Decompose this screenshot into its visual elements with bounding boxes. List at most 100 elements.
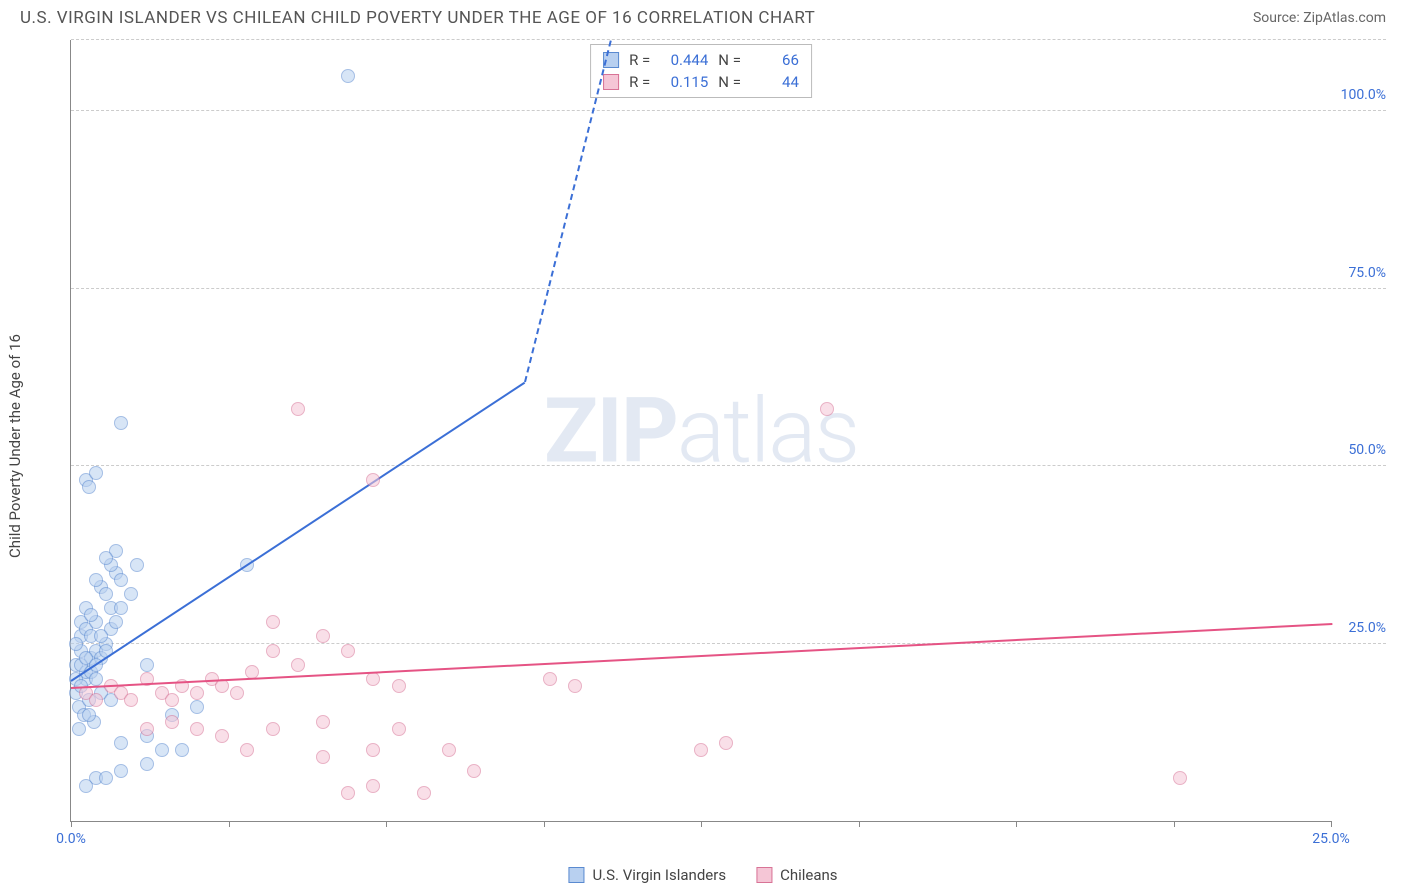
y-tick-label: 100.0%	[1336, 87, 1386, 103]
scatter-point-chile	[366, 672, 380, 686]
scatter-point-usvi	[140, 658, 154, 672]
gridline-h	[71, 39, 1386, 40]
trend-line-dash-usvi	[524, 41, 612, 383]
scatter-point-chile	[165, 715, 179, 729]
scatter-point-chile	[230, 686, 244, 700]
scatter-point-usvi	[89, 466, 103, 480]
scatter-point-usvi	[79, 779, 93, 793]
x-tick-label: 25.0%	[1312, 831, 1350, 847]
scatter-point-chile	[316, 629, 330, 643]
legend-swatch-chile	[603, 74, 619, 90]
x-tick	[1331, 821, 1332, 827]
y-tick-label: 25.0%	[1336, 620, 1386, 636]
x-tick	[229, 821, 230, 827]
scatter-point-chile	[366, 743, 380, 757]
y-tick-label: 50.0%	[1336, 442, 1386, 458]
scatter-point-usvi	[72, 722, 86, 736]
stats-R-value: 0.444	[660, 51, 708, 69]
source-name: ZipAtlas.com	[1303, 10, 1386, 26]
scatter-point-usvi	[124, 587, 138, 601]
scatter-point-chile	[417, 786, 431, 800]
scatter-point-chile	[366, 779, 380, 793]
x-tick	[386, 821, 387, 827]
scatter-point-usvi	[99, 771, 113, 785]
watermark: ZIPatlas	[544, 378, 858, 483]
scatter-point-usvi	[82, 708, 96, 722]
legend-swatch-chile	[756, 867, 772, 883]
footer-legend-item-usvi: U.S. Virgin Islanders	[568, 866, 726, 884]
scatter-point-usvi	[99, 587, 113, 601]
stats-R-label: R =	[629, 51, 650, 69]
stats-N-value: 44	[751, 73, 799, 91]
scatter-point-chile	[190, 722, 204, 736]
scatter-point-chile	[341, 644, 355, 658]
x-tick	[859, 821, 860, 827]
scatter-point-chile	[820, 402, 834, 416]
x-tick	[71, 821, 72, 827]
scatter-point-usvi	[114, 416, 128, 430]
scatter-point-chile	[392, 679, 406, 693]
legend-swatch-usvi	[568, 867, 584, 883]
source-label: Source: ZipAtlas.com	[1253, 10, 1386, 26]
scatter-point-usvi	[114, 573, 128, 587]
footer-legend-item-chile: Chileans	[756, 866, 837, 884]
scatter-point-usvi	[109, 615, 123, 629]
scatter-point-chile	[89, 693, 103, 707]
stats-row-chile: R = 0.115 N = 44	[603, 71, 799, 93]
y-axis-label: Child Poverty Under the Age of 16	[6, 334, 24, 558]
x-tick	[1016, 821, 1017, 827]
scatter-point-usvi	[155, 743, 169, 757]
footer-legend: U.S. Virgin Islanders Chileans	[568, 866, 837, 884]
scatter-point-chile	[392, 722, 406, 736]
watermark-light: atlas	[677, 378, 858, 483]
scatter-point-chile	[124, 693, 138, 707]
stats-N-label: N =	[718, 73, 741, 91]
stats-N-label: N =	[718, 51, 741, 69]
scatter-point-chile	[240, 743, 254, 757]
gridline-h	[71, 643, 1386, 644]
header-row: U.S. VIRGIN ISLANDER VS CHILEAN CHILD PO…	[0, 0, 1406, 32]
scatter-point-usvi	[114, 736, 128, 750]
plot-region: ZIPatlas R =0.444N =66R =0.115N =44 25.0…	[70, 40, 1331, 822]
stats-legend-box: R = 0.444 N = 66 R = 0.115 N = 44	[590, 44, 812, 98]
x-tick	[701, 821, 702, 827]
scatter-point-usvi	[341, 69, 355, 83]
scatter-point-usvi	[130, 558, 144, 572]
scatter-point-chile	[140, 722, 154, 736]
scatter-point-chile	[543, 672, 557, 686]
scatter-point-usvi	[69, 637, 83, 651]
scatter-point-chile	[316, 715, 330, 729]
scatter-point-chile	[190, 686, 204, 700]
y-tick-label: 75.0%	[1336, 265, 1386, 281]
watermark-bold: ZIP	[544, 378, 677, 483]
scatter-point-usvi	[94, 629, 108, 643]
scatter-point-usvi	[140, 757, 154, 771]
scatter-point-chile	[719, 736, 733, 750]
footer-legend-label: Chileans	[780, 866, 837, 884]
stats-row-usvi: R = 0.444 N = 66	[603, 49, 799, 71]
scatter-point-usvi	[99, 551, 113, 565]
trend-line-chile	[71, 623, 1332, 689]
scatter-point-chile	[1173, 771, 1187, 785]
source-prefix: Source:	[1253, 10, 1303, 26]
stats-R-label: R =	[629, 73, 650, 91]
scatter-point-chile	[366, 473, 380, 487]
scatter-point-usvi	[114, 764, 128, 778]
stats-N-value: 66	[751, 51, 799, 69]
scatter-point-chile	[316, 750, 330, 764]
scatter-point-usvi	[89, 573, 103, 587]
trend-line-usvi	[70, 381, 525, 681]
scatter-point-chile	[266, 722, 280, 736]
gridline-h	[71, 465, 1386, 466]
scatter-point-chile	[442, 743, 456, 757]
scatter-point-chile	[291, 402, 305, 416]
scatter-point-chile	[568, 679, 582, 693]
scatter-point-usvi	[82, 480, 96, 494]
stats-R-value: 0.115	[660, 73, 708, 91]
scatter-point-usvi	[175, 743, 189, 757]
scatter-point-usvi	[114, 601, 128, 615]
x-tick	[544, 821, 545, 827]
scatter-point-usvi	[89, 672, 103, 686]
x-tick	[1174, 821, 1175, 827]
scatter-point-usvi	[84, 608, 98, 622]
